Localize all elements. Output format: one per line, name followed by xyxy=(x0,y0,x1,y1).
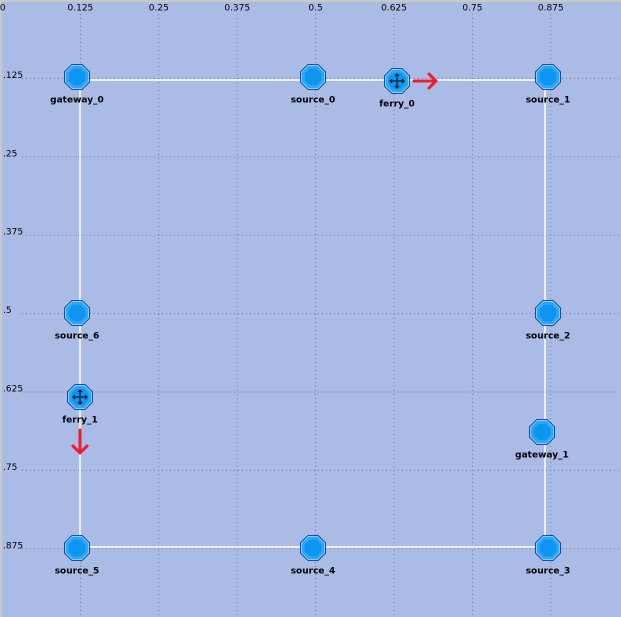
node-label: source_3 xyxy=(526,567,571,577)
ruler-label-x: 0.5 xyxy=(308,4,322,14)
mobility-icon xyxy=(389,73,405,89)
ferry-direction-arrow xyxy=(71,428,89,455)
node-core xyxy=(304,539,322,557)
ferry-node[interactable] xyxy=(67,384,93,410)
ferry-node[interactable] xyxy=(384,68,410,94)
node-core xyxy=(533,423,551,441)
left-edge xyxy=(0,0,2,617)
nodes: gateway_0 source_0 ferry_0 source_1 source_6… xyxy=(50,64,571,577)
ruler-label-x: 0.125 xyxy=(68,4,94,14)
node-core xyxy=(539,304,557,322)
ruler-label-x: 0.875 xyxy=(538,4,564,14)
node[interactable] xyxy=(300,535,326,561)
ruler-label-y: .75 xyxy=(3,463,17,473)
ruler-label-x: 0.25 xyxy=(149,4,169,14)
node-core xyxy=(304,68,322,86)
node[interactable] xyxy=(300,64,326,90)
node[interactable] xyxy=(64,300,90,326)
ruler-label-y: .125 xyxy=(3,71,23,81)
node[interactable] xyxy=(535,300,561,326)
node[interactable] xyxy=(529,419,555,445)
ruler-label-x: .0 xyxy=(0,4,6,14)
node-core xyxy=(68,68,86,86)
node-label: source_4 xyxy=(291,567,336,577)
node[interactable] xyxy=(64,64,90,90)
mobility-icon xyxy=(72,389,88,405)
node[interactable] xyxy=(535,535,561,561)
node-label: ferry_1 xyxy=(62,416,98,426)
node-label: gateway_0 xyxy=(50,96,104,106)
node-label: source_5 xyxy=(55,567,100,577)
ruler-label-y: .625 xyxy=(3,385,23,395)
ferry-direction-arrow xyxy=(412,72,438,90)
node-label: gateway_1 xyxy=(515,451,569,461)
node-core xyxy=(539,539,557,557)
node[interactable] xyxy=(535,64,561,90)
top-edge xyxy=(0,0,621,2)
ruler-label-x: 0.625 xyxy=(381,4,407,14)
ruler-label-y: .5 xyxy=(3,306,12,316)
ruler-label-x: 0.75 xyxy=(462,4,482,14)
node-label: source_2 xyxy=(526,332,571,342)
node-core xyxy=(539,68,557,86)
ruler-label-x: 0.375 xyxy=(224,4,250,14)
arrows xyxy=(71,72,438,455)
node-core xyxy=(68,539,86,557)
grid: .0 0.125 0.25 0.375 0.5 0.625 0.75 0.875 .125 .25… xyxy=(0,4,621,617)
node-label: source_1 xyxy=(526,96,571,106)
ruler-label-y: .25 xyxy=(3,149,17,159)
node[interactable] xyxy=(64,535,90,561)
ruler-label-y: .375 xyxy=(3,228,23,238)
node-label: source_6 xyxy=(55,332,100,342)
node-label: source_0 xyxy=(291,96,336,106)
node-core xyxy=(68,304,86,322)
ruler-label-y: .875 xyxy=(3,541,23,551)
node-label: ferry_0 xyxy=(379,100,415,110)
